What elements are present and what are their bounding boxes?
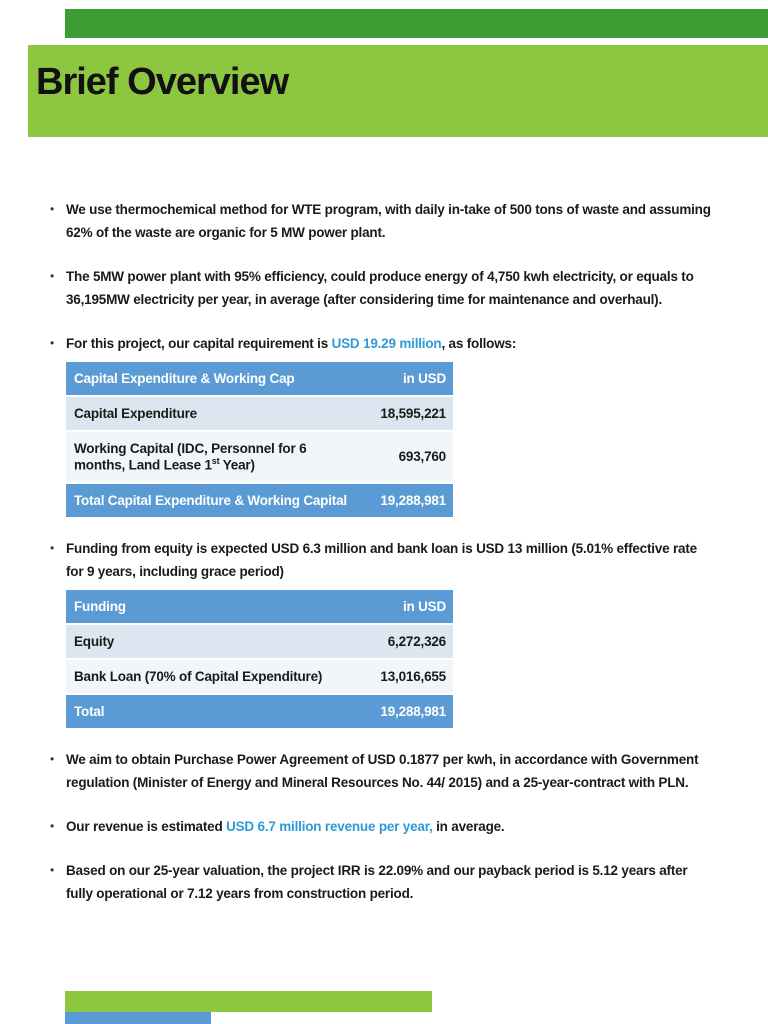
cell-value: 13,016,655 [365,659,453,695]
cell-label: Equity [66,624,365,660]
bottom-blue-fragment [65,1012,211,1024]
table-header-row: Funding in USD [66,589,453,625]
cell-label: Capital Expenditure [66,397,365,432]
bullet-marker: • [50,818,55,833]
table-total-row: Total 19,288,981 [66,694,453,728]
bullet-item-2: • The 5MW power plant with 95% efficienc… [50,265,713,311]
cell-value: in USD [365,362,453,397]
text-segment: Our revenue is estimated [66,818,227,834]
text-segment: Year) [219,457,255,473]
funding-table: Funding in USD Equity 6,272,326 Bank Loa… [66,589,453,728]
table-row: Bank Loan (70% of Capital Expenditure) 1… [66,659,453,695]
top-green-strip [65,9,768,38]
cell-value: 18,595,221 [365,397,453,432]
capital-expenditure-table: Capital Expenditure & Working Cap in USD… [66,362,453,517]
bullet-item-7: • Based on our 25-year valuation, the pr… [50,859,713,905]
text-segment: Working Capital (IDC, Personnel for 6 mo… [74,441,307,473]
table-header-row: Capital Expenditure & Working Cap in USD [66,362,453,397]
bullet-item-4: • Funding from equity is expected USD 6.… [50,537,713,583]
bullet-marker: • [50,751,55,766]
bullet-item-6: • Our revenue is estimated USD 6.7 milli… [50,815,713,838]
superscript: st [211,456,220,466]
bullet-text: Our revenue is estimated USD 6.7 million… [66,815,505,838]
bullet-item-1: • We use thermochemical method for WTE p… [50,198,713,244]
bullet-text: Funding from equity is expected USD 6.3 … [66,540,697,579]
highlight-revenue: USD 6.7 million revenue per year, [226,818,433,834]
bullet-marker: • [50,202,55,216]
cell-value: 19,288,981 [365,694,453,728]
text-segment: in average. [432,818,505,834]
cell-label: Capital Expenditure & Working Cap [66,362,365,397]
cell-label: Total Capital Expenditure & Working Capi… [66,483,365,517]
highlight-capital-requirement: USD 19.29 million [331,336,442,351]
page-title: Brief Overview [36,61,289,103]
bullet-marker: • [50,540,55,555]
cell-label: Working Capital (IDC, Personnel for 6 mo… [66,432,365,484]
cell-value: 693,760 [365,432,453,484]
bottom-green-strip [65,991,432,1012]
bullet-text: We aim to obtain Purchase Power Agreemen… [66,751,699,790]
cell-label: Total [66,694,365,728]
bullet-item-5: • We aim to obtain Purchase Power Agreem… [50,748,713,794]
text-segment: For this project, our capital requiremen… [66,336,332,351]
title-band: Brief Overview [28,45,768,137]
table-row: Equity 6,272,326 [66,624,453,660]
table-row: Capital Expenditure 18,595,221 [66,397,453,432]
bullet-text: For this project, our capital requiremen… [66,332,516,355]
table-row: Working Capital (IDC, Personnel for 6 mo… [66,432,453,484]
cell-value: in USD [365,589,453,625]
text-segment: , as follows: [441,336,517,351]
cell-label: Funding [66,589,365,625]
bullet-text: Based on our 25-year valuation, the proj… [66,862,688,901]
bullet-item-3: • For this project, our capital requirem… [50,332,713,355]
cell-value: 6,272,326 [365,624,453,660]
cell-value: 19,288,981 [365,483,453,517]
bullet-text: We use thermochemical method for WTE pro… [66,202,711,240]
table-total-row: Total Capital Expenditure & Working Capi… [66,483,453,517]
bullet-marker: • [50,269,55,283]
bullet-text: The 5MW power plant with 95% efficiency,… [66,269,694,307]
cell-label: Bank Loan (70% of Capital Expenditure) [66,659,365,695]
bullet-marker: • [50,862,55,877]
bullet-marker: • [50,336,55,350]
slide-content: • We use thermochemical method for WTE p… [0,198,768,926]
